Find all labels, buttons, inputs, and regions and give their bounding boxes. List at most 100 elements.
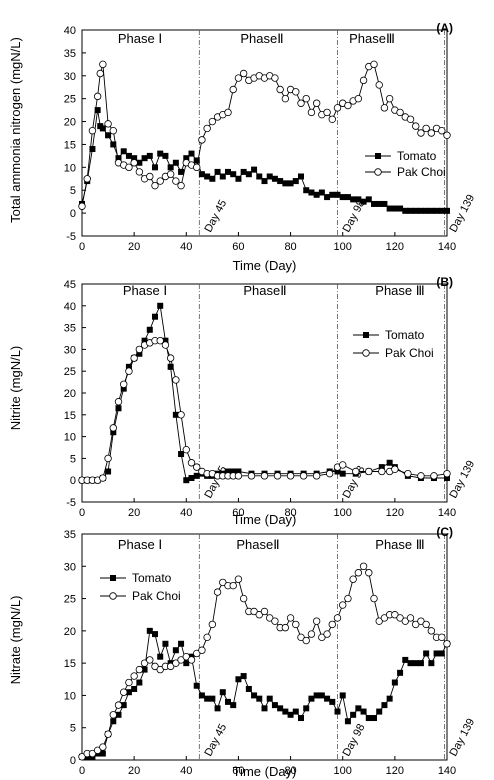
- panel-a-tomato-point: [412, 207, 419, 214]
- panel-b-pak-choi-point: [430, 472, 438, 480]
- panel-c-phase-label: PhaseⅡ: [236, 537, 279, 552]
- panel-a-tomato-point: [423, 207, 430, 214]
- panel-c-pak-choi-point: [271, 617, 279, 625]
- panel-b-y-tick-label: -5: [66, 497, 76, 509]
- panel-c-tomato-point: [152, 631, 158, 638]
- panel-c-pak-choi-point: [427, 627, 436, 635]
- panel-c-pak-choi-point: [422, 620, 430, 629]
- panel-c-tomato-point: [256, 695, 263, 702]
- panel-c-pak-choi-point: [318, 633, 326, 642]
- panel-b-x-tick-label: 80: [284, 507, 296, 519]
- panel-c-day-label: Day 45: [202, 722, 229, 758]
- panel-c-tomato-point: [131, 685, 138, 692]
- panel-c-pak-choi-point: [130, 672, 138, 680]
- panel-a-x-tick-label: 20: [128, 241, 140, 253]
- panel-b-phase-label: Phase Ⅰ: [123, 283, 167, 298]
- panel-c-tomato-point: [303, 705, 310, 712]
- panel-c-tomato-point: [308, 695, 315, 702]
- panel-c-pak-choi-point: [406, 614, 415, 622]
- panel-a-tomato-point: [183, 155, 190, 162]
- panel-b-pak-choi-point: [365, 467, 373, 476]
- panel-a-tomato-point: [188, 150, 195, 157]
- panel-b-tomato-point: [172, 411, 179, 418]
- panel-a-tomato-point: [136, 159, 143, 166]
- panel-c-pak-choi-point: [219, 578, 227, 587]
- panel-c-legend-marker: [109, 592, 117, 600]
- panel-a-tomato-point: [339, 194, 346, 201]
- panel-a-tomato-point: [230, 171, 237, 178]
- panel-a-y-tick-label: 10: [64, 162, 76, 174]
- panel-a-phase-label: Phase Ⅰ: [118, 31, 162, 46]
- panel-b-tomato-point: [225, 468, 231, 475]
- panel-b-y-tick-label: 5: [70, 453, 76, 465]
- panel-b-pak-choi-point: [260, 472, 269, 480]
- panel-a-x-tick-label: 60: [232, 241, 244, 253]
- panel-c-pak-choi-point: [88, 749, 97, 758]
- panel-b-pak-choi-point: [104, 454, 112, 463]
- panel-b-phase-label: Phase Ⅲ: [375, 283, 424, 298]
- panel-b-tomato-point: [386, 459, 393, 466]
- panel-a-pak-choi-point: [380, 104, 389, 112]
- panel-b-x-tick-label: 40: [180, 507, 192, 519]
- panel-c-tomato-point: [193, 682, 200, 689]
- panel-c-pak-choi-point: [93, 746, 102, 755]
- panel-a-tomato-point: [261, 178, 268, 185]
- panel-a-tomato-point: [178, 168, 185, 175]
- panel-b-panel-label: (B): [436, 275, 453, 289]
- panel-b-pak-choi-point: [166, 354, 175, 362]
- panel-a-pak-choi-point: [234, 74, 243, 82]
- panel-c-tomato-point: [146, 627, 153, 634]
- panel-c-pak-choi-point: [213, 588, 222, 596]
- panel-b-y-tick-label: 0: [70, 475, 76, 487]
- panel-a-tomato-point: [433, 207, 440, 214]
- panel-c-tomato-point: [125, 689, 132, 696]
- panel-a-pak-choi-point: [125, 163, 133, 172]
- panel-a-pak-choi-point: [109, 127, 117, 135]
- panel-a-pak-choi-point: [166, 170, 175, 178]
- panel-a-legend-label: Pak Choi: [397, 165, 446, 179]
- panel-b-pak-choi-point: [286, 472, 295, 480]
- panel-a-tomato-point: [94, 107, 101, 114]
- panel-c-y-tick-label: 15: [64, 658, 76, 670]
- panel-b-legend-marker: [362, 349, 370, 357]
- panel-c-pak-choi-point: [339, 601, 347, 609]
- panel-c-y-tick-label: 25: [64, 594, 76, 606]
- panel-c-x-tick-label: 20: [128, 765, 140, 777]
- panel-c-tomato-point: [381, 702, 388, 709]
- panel-c-tomato-point: [365, 715, 372, 722]
- panel-c-pak-choi-point: [187, 656, 196, 664]
- panel-a-pak-choi-point: [427, 129, 436, 137]
- panel-b-y-tick-label: 45: [64, 279, 76, 291]
- panel-a-x-tick-label: 120: [386, 241, 404, 253]
- panel-a-tomato-point: [428, 207, 435, 214]
- panel-a-tomato-point: [89, 146, 96, 153]
- panel-c-pak-choi-point: [125, 678, 133, 687]
- panel-a-pak-choi-point: [193, 163, 201, 172]
- panel-a-tomato-point: [256, 173, 263, 180]
- panel-c-tomato-point: [240, 673, 247, 680]
- panel-c-tomato-point: [219, 689, 226, 696]
- panel-b-pak-choi-point: [182, 445, 190, 454]
- panel-c-y-tick-label: 10: [64, 690, 76, 702]
- panel-c-pak-choi-point: [172, 659, 180, 667]
- panel-c-tomato-point: [183, 660, 190, 667]
- panel-b-y-tick-label: 35: [64, 323, 76, 335]
- panel-a-pak-choi-point: [354, 94, 363, 103]
- panel-c-tomato-point: [235, 676, 242, 683]
- panel-c-pak-choi-point: [234, 575, 243, 583]
- panel-a-tomato-point: [381, 200, 388, 207]
- panel-c-tomato-point: [355, 705, 362, 712]
- panel-c-tomato-point: [261, 705, 268, 712]
- panel-c-day-label: Day 98: [341, 722, 368, 758]
- panel-a-tomato-point: [105, 132, 112, 139]
- panel-a-tomato-point: [141, 155, 148, 162]
- panel-c-x-tick-label: 0: [79, 765, 85, 777]
- panel-a-pak-choi-point: [177, 181, 185, 190]
- panel-a-tomato-point: [125, 152, 132, 159]
- panel-a-x-axis-title: Time (Day): [233, 258, 297, 273]
- panel-b-pak-choi-point: [99, 474, 107, 482]
- panel-a-pak-choi-point: [406, 115, 415, 123]
- panel-c-tomato-point: [428, 660, 435, 667]
- panel-a-tomato-point: [152, 164, 158, 171]
- panel-b-pak-choi-point: [339, 461, 347, 469]
